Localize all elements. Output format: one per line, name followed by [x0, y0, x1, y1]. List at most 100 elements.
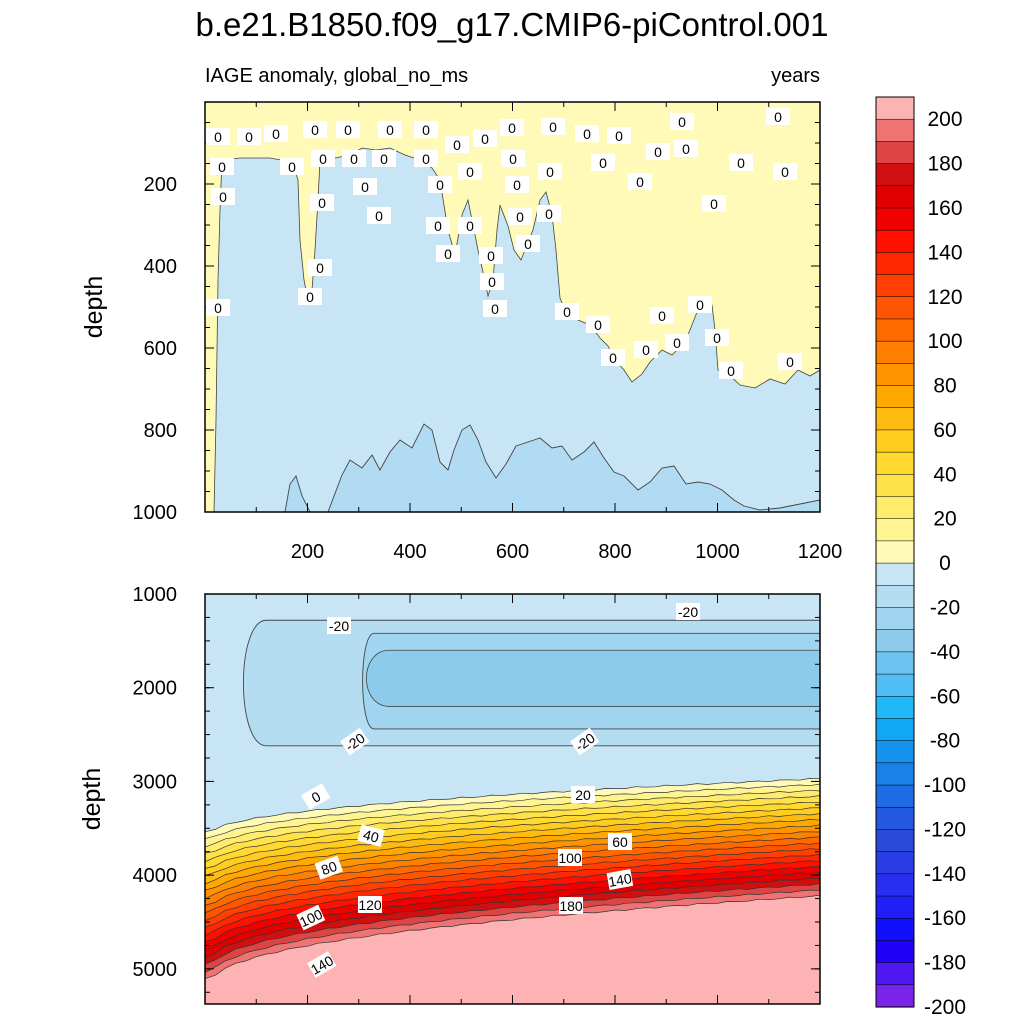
contour-label-bg: [428, 176, 452, 193]
contour-label-text: 0: [549, 119, 557, 135]
contour-label: 0: [516, 235, 540, 252]
contour-label: 0: [575, 125, 599, 142]
contour-label-bg: [479, 247, 503, 264]
contour-label-bg: [766, 108, 790, 125]
contour-label: 0: [665, 334, 689, 351]
y-tick-label: 1000: [133, 584, 178, 606]
band-level: [205, 894, 820, 1004]
colorbar-box: [875, 118, 915, 142]
contour-label: 0: [367, 207, 391, 224]
colorbar-box: [875, 895, 915, 919]
contour-label-bg: [336, 121, 360, 138]
colorbar-tick-label: -120: [924, 818, 966, 841]
colorbar-tick-label: -80: [930, 730, 960, 753]
colorbar-box: [875, 474, 915, 498]
contour-label-text: 80: [319, 858, 339, 878]
contour-label-bg: [211, 188, 235, 205]
contour-label-text: 60: [612, 834, 628, 850]
contour-label-text: -20: [678, 604, 698, 620]
colorbar-box: [875, 651, 915, 675]
contour-label: 20: [571, 786, 595, 803]
contour-label-text: 0: [481, 131, 489, 147]
contour-label-bg: [414, 150, 438, 167]
contour-label-text: 0: [513, 177, 521, 193]
colorbar: 200180160140120100806040200-20-40-60-80-…: [875, 96, 966, 1019]
contour-label-text: 0: [516, 209, 524, 225]
contour-label-text: 0: [436, 177, 444, 193]
contour-label-bg: [501, 150, 525, 167]
colorbar-box: [875, 385, 915, 409]
contour-label-text: 0: [682, 141, 690, 157]
colorbar-tick-label: 0: [939, 552, 951, 575]
colorbar-box: [875, 274, 915, 298]
colorbar-box: [875, 229, 915, 253]
colorbar-box: [875, 784, 915, 808]
contour-label-text: 0: [599, 155, 607, 171]
contour-label: 0: [500, 119, 524, 136]
contour-label-bg: [591, 154, 615, 171]
contour-label: 0: [311, 150, 335, 167]
contour-label: 120: [358, 896, 382, 913]
colorbar-box: [875, 496, 915, 520]
contour-label-bg: [586, 316, 610, 333]
contour-label-bg: [773, 163, 797, 180]
contour-label-bg: [310, 194, 334, 211]
colorbar-box: [875, 185, 915, 209]
contour-label-text: 0: [318, 195, 326, 211]
contour-label-bg: [719, 362, 743, 379]
contour-label-text: 0: [696, 297, 704, 313]
contour-label-text: 0: [306, 289, 314, 305]
contour-label-bg: [538, 163, 562, 180]
contour-label: 0: [264, 125, 288, 142]
y-tick-label: 3000: [133, 771, 178, 793]
x-tick-label: 400: [393, 541, 426, 563]
contour-label-text: 0: [713, 330, 721, 346]
band-minus-40: [366, 649, 820, 707]
contour-label-bg: [607, 127, 631, 144]
contour-label-text: 0: [344, 122, 352, 138]
colorbar-box: [875, 851, 915, 875]
contour-label-bg: [483, 300, 507, 317]
contour-label-text: 0: [583, 126, 591, 142]
colorbar-box: [875, 318, 915, 342]
contour-label-bg: [301, 783, 331, 810]
contour-label-text: 0: [214, 300, 222, 316]
upper-deep-region: [284, 423, 820, 512]
contour-label-text: 0: [434, 218, 442, 234]
contour-label-text: 0: [214, 129, 222, 145]
contour-label-bg: [426, 217, 450, 234]
contour-label-text: 0: [524, 236, 532, 252]
contour-label-bg: [473, 130, 497, 147]
colorbar-tick-label: -100: [924, 774, 966, 797]
contour-label-text: 0: [594, 317, 602, 333]
contour-label: 0: [591, 154, 615, 171]
contour-label-text: 0: [609, 350, 617, 366]
colorbar-tick-label: -180: [924, 952, 966, 975]
contour-label: 0: [308, 259, 332, 276]
contour-label-bg: [541, 118, 565, 135]
x-tick-label: 1000: [695, 541, 740, 563]
colorbar-tick-label: -20: [930, 596, 960, 619]
contour-label: 0: [353, 178, 377, 195]
contour-label-text: 0: [316, 260, 324, 276]
colorbar-tick-label: -160: [924, 907, 966, 930]
contour-label-bg: [500, 119, 524, 136]
contour-label-bg: [342, 150, 366, 167]
colorbar-tick-label: 20: [933, 508, 956, 531]
contour-label-bg: [327, 617, 351, 634]
colorbar-box: [875, 518, 915, 542]
contour-label: 0: [505, 176, 529, 193]
contour-label: 0: [538, 163, 562, 180]
colorbar-box: [875, 340, 915, 364]
contour-label: 0: [428, 176, 452, 193]
contour-label: -20: [327, 617, 351, 634]
contour-label: 0: [473, 130, 497, 147]
contour-label: 100: [558, 849, 582, 866]
colorbar-tick-label: 40: [933, 463, 956, 486]
contour-label: 0: [702, 195, 726, 212]
contour-label-text: 0: [615, 128, 623, 144]
contour-label-bg: [357, 824, 385, 847]
contour-label: 0: [342, 150, 366, 167]
contour-label: 0: [479, 247, 503, 264]
